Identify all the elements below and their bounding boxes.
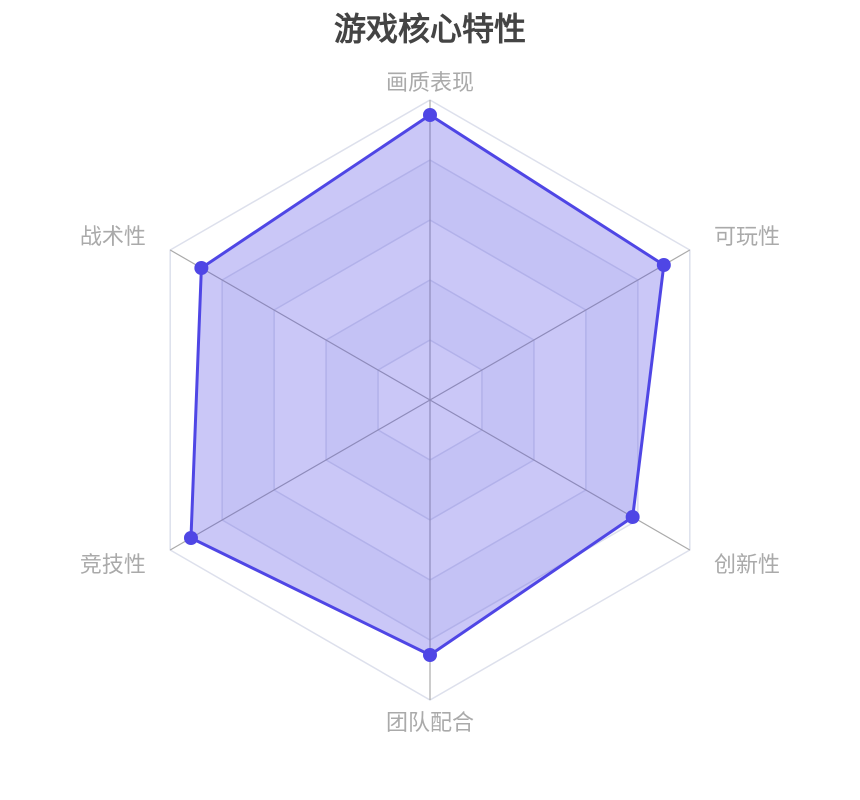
axis-line — [429, 399, 691, 551]
data-point — [625, 510, 640, 524]
data-point — [423, 648, 437, 662]
indicator-label: 战术性 — [80, 225, 146, 250]
indicator-label: 画质表现 — [386, 71, 474, 96]
chart-title: 游戏核心特性 — [333, 10, 526, 48]
axis-line — [169, 399, 431, 551]
indicator-label: 竞技性 — [80, 553, 146, 578]
data-point — [423, 108, 437, 122]
indicator-label: 团队配合 — [386, 711, 474, 736]
data-point — [183, 531, 198, 545]
axis-line — [169, 249, 431, 401]
data-point — [656, 258, 671, 272]
data-point — [194, 261, 209, 275]
indicator-label: 创新性 — [714, 553, 780, 578]
axis-line — [429, 249, 691, 401]
indicator-label: 可玩性 — [714, 225, 780, 250]
